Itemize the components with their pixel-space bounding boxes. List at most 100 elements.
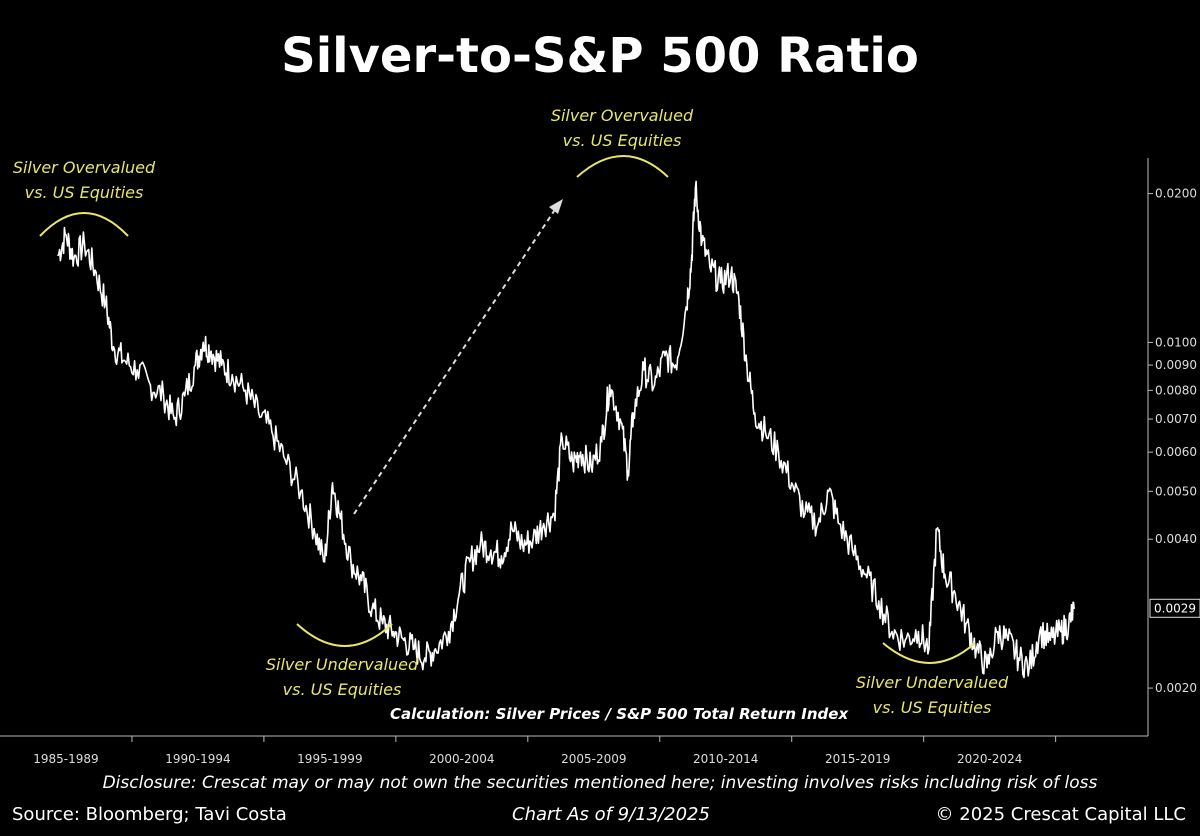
data-point — [804, 513, 806, 515]
x-tick-label: 2010-2014 — [693, 752, 758, 766]
series-line — [57, 180, 1075, 679]
annotation-line: Silver Undervalued — [265, 655, 419, 674]
data-point — [1028, 666, 1031, 669]
x-tick-label: 2020-2024 — [957, 752, 1022, 766]
data-point — [965, 622, 967, 625]
y-tick-label: 0.0040 — [1155, 532, 1197, 546]
data-point — [231, 374, 234, 376]
data-point — [838, 522, 841, 525]
data-point — [104, 302, 107, 305]
data-point — [954, 593, 957, 595]
data-point — [553, 513, 556, 515]
data-point — [1068, 622, 1070, 625]
data-point — [730, 272, 732, 275]
trend-arrow-line — [353, 207, 557, 515]
data-point — [1060, 630, 1062, 633]
data-point — [996, 630, 999, 633]
annotation-line: vs. US Equities — [872, 698, 992, 717]
data-point — [65, 234, 67, 236]
data-point — [1017, 657, 1020, 659]
data-point — [590, 466, 592, 468]
data-point — [790, 482, 793, 484]
data-point — [350, 561, 352, 563]
y-tick-label: 0.0020 — [1155, 681, 1197, 695]
data-point — [447, 630, 450, 633]
data-point — [468, 561, 471, 563]
data-point — [284, 458, 286, 461]
undervalued-arc-2001 — [296, 623, 393, 647]
data-point — [532, 538, 534, 541]
annotation-undervalued-2001: Silver Undervalued vs. US Equities — [252, 652, 432, 702]
data-point — [136, 369, 139, 371]
x-tick-label: 2005-2009 — [561, 752, 626, 766]
data-point — [746, 364, 748, 366]
disclosure-text: Disclosure: Crescat may or may not own t… — [102, 773, 1098, 793]
x-tick-label: 1995-1999 — [297, 752, 362, 766]
data-point — [878, 600, 880, 602]
data-point — [904, 639, 907, 641]
y-tick-label: 0.0090 — [1155, 358, 1197, 372]
as-of-text: Chart As of 9/13/2025 — [512, 804, 710, 825]
data-point — [162, 394, 165, 397]
data-point — [561, 437, 563, 440]
data-point — [331, 482, 334, 484]
data-point — [220, 364, 223, 366]
overvalued-arc-1989 — [39, 212, 129, 237]
annotation-line: vs. US Equities — [282, 680, 402, 699]
data-point — [323, 561, 326, 563]
annotation-overvalued-2011: Silver Overvalued vs. US Equities — [532, 103, 712, 153]
data-point — [542, 522, 545, 525]
annotation-line: Silver Overvalued — [12, 158, 156, 177]
annotation-overvalued-1989: Silver Overvalued vs. US Equities — [0, 155, 168, 205]
data-point — [709, 266, 711, 268]
data-point — [619, 418, 621, 420]
data-point — [600, 440, 603, 443]
data-point — [392, 630, 395, 633]
data-point — [701, 240, 703, 243]
data-point — [210, 350, 212, 353]
data-point — [627, 470, 629, 472]
data-point — [608, 384, 611, 386]
data-point — [579, 451, 582, 453]
data-point — [500, 555, 503, 557]
annotation-line: vs. US Equities — [24, 183, 144, 202]
y-tick-label: 0.0200 — [1155, 187, 1197, 201]
data-point — [339, 517, 342, 520]
data-point — [1073, 607, 1075, 610]
last-value-label: 0.0029 — [1154, 601, 1196, 615]
data-point — [271, 430, 273, 433]
overvalued-arc-2011 — [576, 155, 669, 178]
data-point — [936, 527, 938, 530]
annotation-undervalued-2024: Silver Undervalued vs. US Equities — [842, 670, 1022, 720]
y-tick-label: 0.0080 — [1155, 383, 1197, 397]
chart-title: Silver-to-S&P 500 Ratio — [281, 28, 919, 84]
data-point — [73, 257, 75, 260]
data-point — [917, 630, 920, 633]
data-point — [149, 384, 152, 386]
data-point — [257, 412, 260, 414]
data-point — [891, 630, 893, 633]
data-point — [817, 522, 819, 525]
data-point — [381, 622, 384, 625]
data-point — [202, 341, 205, 344]
data-point — [94, 269, 96, 271]
data-point — [827, 490, 830, 493]
data-point — [371, 607, 373, 610]
x-tick-label: 2015-2019 — [825, 752, 890, 766]
data-point — [975, 648, 978, 650]
data-point — [300, 490, 302, 493]
data-point — [1038, 630, 1041, 633]
x-tick-label: 2000-2004 — [429, 752, 494, 766]
data-point — [1007, 639, 1009, 641]
data-point — [360, 579, 363, 582]
data-point — [194, 364, 197, 366]
trend-arrow-head — [549, 199, 563, 214]
x-tick-label: 1990-1994 — [165, 752, 230, 766]
data-point — [313, 527, 315, 530]
data-point — [943, 573, 946, 575]
data-point — [490, 549, 492, 552]
data-point — [664, 354, 666, 357]
data-point — [685, 306, 687, 308]
y-tick-label: 0.0070 — [1155, 412, 1197, 426]
